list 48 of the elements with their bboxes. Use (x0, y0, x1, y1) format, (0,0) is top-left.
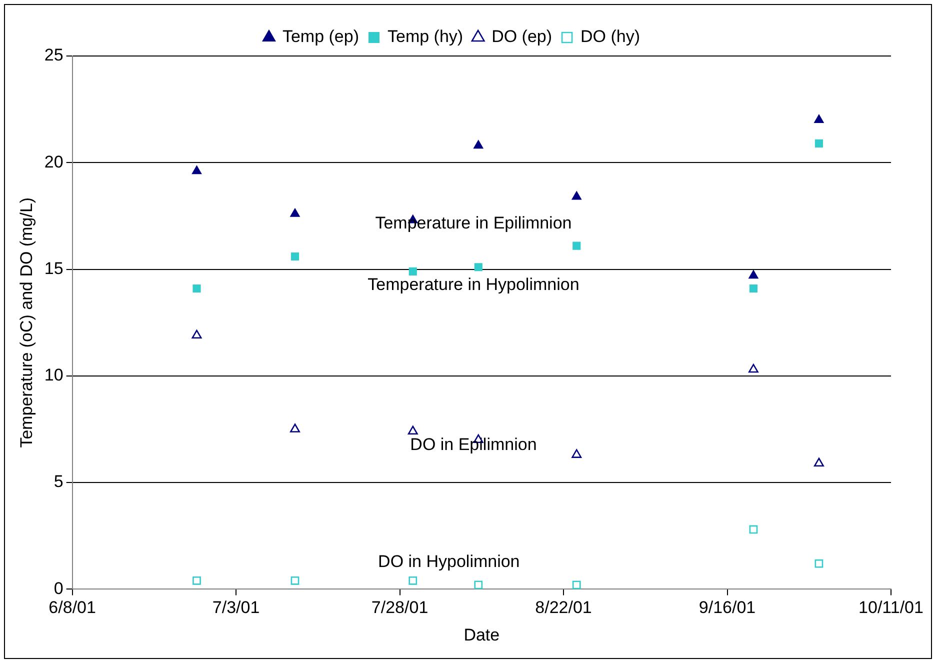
legend-label: DO (hy) (580, 27, 640, 46)
annotation: Temperature in Epilimnion (375, 214, 572, 233)
x-tick-label: 8/22/01 (535, 598, 592, 618)
point (192, 166, 202, 174)
point (290, 576, 300, 585)
point (290, 424, 300, 432)
x-tick-label: 7/28/01 (371, 598, 428, 618)
y-tick-label: 5 (54, 472, 64, 492)
x-tick-label: 9/16/01 (698, 598, 756, 618)
annotation: DO in Hypolimnion (378, 552, 520, 572)
point (748, 270, 758, 279)
point (408, 267, 417, 276)
x-tick-label: 7/3/01 (212, 598, 260, 618)
y-tick-label: 0 (54, 578, 64, 598)
point (749, 525, 758, 534)
point (474, 140, 484, 149)
legend-label: Temp (hy) (388, 27, 464, 46)
point (290, 208, 300, 217)
point (408, 426, 418, 435)
y-tick-label: 20 (44, 152, 64, 172)
point (192, 330, 202, 339)
y-tick-label: 15 (44, 258, 64, 278)
legend-label: Temp (ep) (282, 27, 360, 46)
point (572, 191, 582, 200)
point (192, 284, 201, 293)
legend-label: DO (ep) (492, 27, 552, 46)
point (572, 449, 582, 458)
annotation: DO in Epilimnion (410, 434, 537, 454)
y-axis-title: Temperature (oC) and DO (mg/L) (16, 197, 36, 448)
point (572, 580, 581, 590)
x-tick-label: 6/8/01 (48, 598, 96, 618)
point (748, 364, 758, 373)
point (814, 559, 824, 568)
x-tick-label: 10/11/01 (858, 598, 924, 618)
x-axis-title: Date (464, 625, 500, 644)
point (572, 242, 581, 250)
point (474, 580, 483, 590)
point (192, 576, 201, 585)
point (814, 114, 824, 123)
y-tick-label: 10 (44, 366, 64, 385)
point (290, 252, 300, 261)
point (814, 139, 823, 148)
annotation: Temperature in Hypolimnion (368, 274, 580, 294)
point (749, 284, 758, 293)
point (814, 458, 824, 467)
point (474, 263, 482, 272)
y-tick-label: 25 (44, 46, 64, 65)
point (408, 576, 418, 585)
